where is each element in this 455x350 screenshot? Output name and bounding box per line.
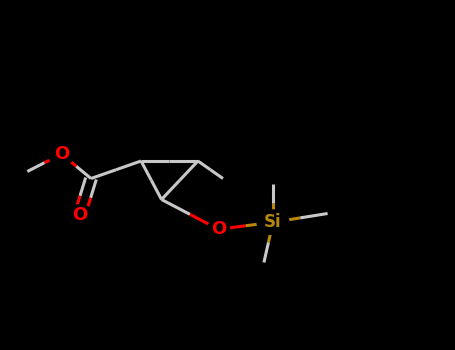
Circle shape — [66, 205, 93, 226]
Circle shape — [48, 144, 75, 164]
Text: O: O — [54, 145, 69, 163]
Text: O: O — [72, 206, 87, 224]
Text: O: O — [211, 220, 226, 238]
Circle shape — [207, 220, 230, 238]
Text: Si: Si — [264, 213, 282, 231]
Circle shape — [257, 210, 289, 235]
